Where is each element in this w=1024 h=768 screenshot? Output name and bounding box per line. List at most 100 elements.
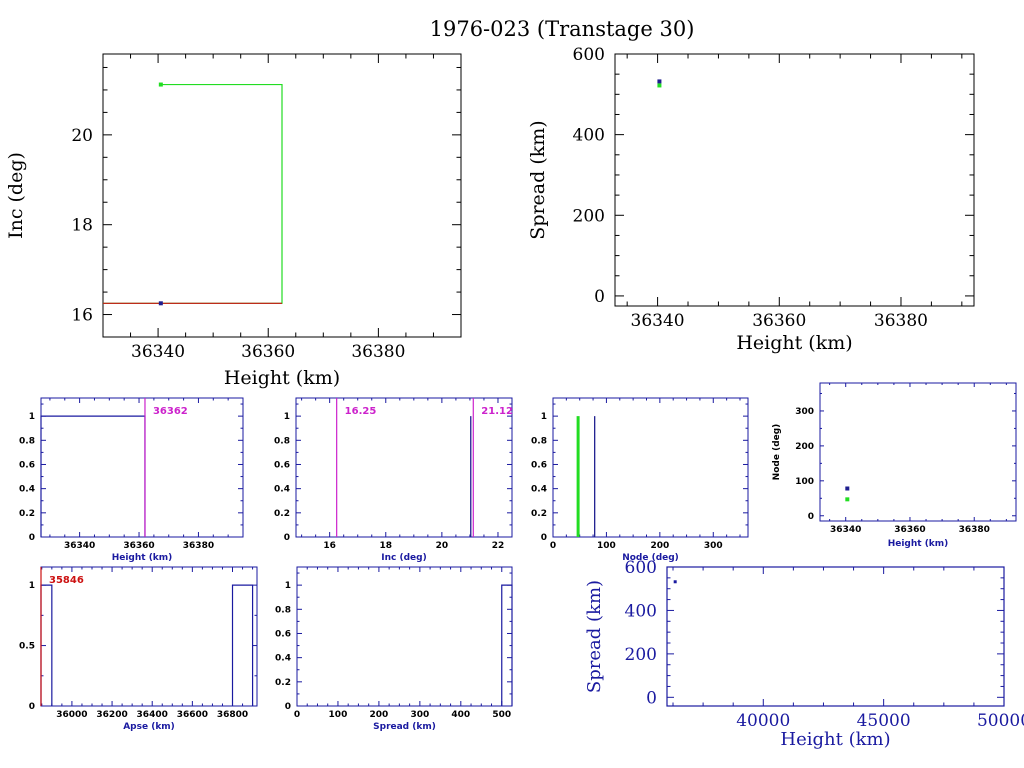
node_hist-frame: [552, 397, 749, 538]
spread_vs_height_wide-ytick-label: 600: [625, 558, 657, 578]
apse_hist-xtick-label: 36400: [137, 710, 168, 720]
node_hist-ytick-label: 0: [541, 533, 547, 543]
height_hist-xtick-label: 36360: [123, 541, 154, 551]
spread_vs_height_wide-frame: [666, 566, 1005, 707]
apse_hist-xtick-label: 36800: [217, 710, 248, 720]
node_hist-xtick-label: 0: [550, 541, 556, 551]
apse_hist-xlabel: Apse (km): [123, 722, 175, 732]
node_vs_height-xlabel: Height (km): [888, 539, 949, 549]
spread_vs_height-point-1: [657, 83, 662, 88]
inc_vs_height-ytick-label: 20: [71, 126, 93, 146]
inc_hist-ytick-label: 1: [284, 412, 290, 422]
spread_hist-xtick-label: 500: [492, 710, 511, 720]
inc_vs_height-xtick-label: 36380: [351, 342, 405, 362]
height_hist-xtick-label: 36340: [64, 541, 95, 551]
node_vs_height-xtick-label: 36340: [830, 525, 861, 535]
spread_vs_height-frame: [614, 53, 975, 307]
spread_vs_height-xlabel: Height (km): [736, 332, 852, 354]
spread_vs_height_wide-ytick-label: 0: [646, 688, 657, 708]
spread_hist-bar-0: [501, 584, 513, 706]
inc_hist-xtick-label: 16: [323, 541, 336, 551]
spread_hist-frame: [296, 566, 513, 707]
inc_vs_height-xlabel: Height (km): [224, 367, 340, 389]
node_vs_height-ytick-label: 300: [795, 407, 814, 417]
spread_vs_height-panel: 36340 36360 36380 0 200 400 600 Height (km) Spre…: [527, 45, 975, 354]
node_hist-xtick-label: 100: [597, 541, 616, 551]
spread_vs_height-ytick-label: 200: [573, 206, 605, 226]
spread_vs_height_wide-ytick-label: 400: [625, 601, 657, 621]
node_hist-xlabel: Node (deg): [622, 553, 679, 563]
node_vs_height-ytick-label: 100: [795, 477, 814, 487]
spread_hist-xlabel: Spread (km): [373, 722, 436, 732]
inc_hist-xtick-label: 18: [380, 541, 393, 551]
apse_hist-xtick-label: 36200: [96, 710, 127, 720]
node_hist-xtick-label: 200: [650, 541, 669, 551]
node_hist-ytick-label: 0.8: [531, 436, 547, 446]
node_vs_height-frame: [819, 382, 1017, 522]
apse_hist-ytick-label: 0: [29, 702, 35, 712]
inc_vs_height-xtick-label: 36340: [131, 342, 185, 362]
node_vs_height-panel: 36340 36360 36380 0 100 200 300 Height (km) Node…: [772, 382, 1017, 549]
height_hist-annotation-label-0: 36362: [153, 406, 188, 417]
inc_hist-ytick-label: 0: [284, 533, 290, 543]
inc_hist-xtick-label: 20: [436, 541, 449, 551]
inc_vs_height-point-0: [158, 82, 163, 87]
inc_vs_height-ytick-label: 18: [71, 216, 93, 236]
inc_hist-frame: [295, 397, 513, 538]
height_hist-ytick-label: 0.2: [19, 509, 35, 519]
spread_vs_height-ytick-label: 600: [573, 45, 605, 65]
node_hist-panel: 0 100 200 300 0 0.2 0.4 0.6 0.8 1 Node (deg): [531, 397, 749, 563]
spread_vs_height_wide-xtick-label: 45000: [857, 711, 911, 731]
apse_hist-xtick-label: 36600: [177, 710, 208, 720]
spread_vs_height-point-0: [657, 79, 662, 84]
node_vs_height-point-1: [845, 497, 850, 502]
node_hist-ytick-label: 1: [541, 412, 547, 422]
spread_vs_height_wide-ylabel: Spread (km): [584, 580, 605, 693]
plots-group: 36340 36360 36380 16 18 20 Height (km) Inc (deg…: [5, 45, 1024, 750]
height_hist-ytick-label: 0.4: [19, 485, 35, 495]
inc_vs_height-frame: [102, 53, 462, 338]
apse_hist-xtick-label: 36000: [56, 710, 87, 720]
node_vs_height-xtick-label: 36380: [959, 525, 990, 535]
height_hist-ytick-label: 0: [29, 533, 35, 543]
spread_vs_height-ytick-label: 0: [594, 287, 605, 307]
spread_hist-xtick-label: 400: [451, 710, 470, 720]
inc_vs_height-panel: 36340 36360 36380 16 18 20 Height (km) Inc (deg…: [5, 53, 462, 389]
spread_hist-xtick-label: 100: [329, 710, 348, 720]
inc_hist-ytick-label: 0.8: [274, 436, 290, 446]
spread_vs_height_wide-point-0: [673, 580, 677, 584]
height_hist-panel: 36340 36360 36380 0 0.2 0.4 0.6 0.8 1 Height (km)…: [19, 397, 244, 563]
node_hist-ytick-label: 0.4: [531, 485, 547, 495]
apse_hist-bar-1: [231, 584, 254, 706]
height_hist-ytick-label: 0.6: [19, 460, 35, 470]
inc_vs_height-point-1: [158, 301, 163, 306]
spread_vs_height-ytick-label: 400: [573, 126, 605, 146]
node_hist-xtick-label: 300: [704, 541, 723, 551]
spread_vs_height-xtick-label: 36380: [874, 311, 928, 331]
height_hist-ytick-label: 0.8: [19, 436, 35, 446]
spread_vs_height-xtick-label: 36340: [631, 311, 685, 331]
inc_vs_height-xtick-label: 36360: [241, 342, 295, 362]
spread_hist-ytick-label: 0.4: [275, 654, 291, 664]
apse_hist-annotation-label-0: 35846: [49, 575, 84, 586]
inc_vs_height-ytick-label: 16: [71, 306, 93, 326]
node_hist-ytick-label: 0.6: [531, 460, 547, 470]
spread_vs_height_wide-xtick-label: 40000: [736, 711, 790, 731]
apse_hist-ytick-label: 1: [29, 581, 35, 591]
height_hist-xtick-label: 36380: [183, 541, 214, 551]
spread_vs_height-ylabel: Spread (km): [527, 120, 549, 239]
node_vs_height-ylabel: Node (deg): [772, 424, 782, 481]
height_hist-xlabel: Height (km): [112, 553, 173, 563]
inc_hist-annotation-label-1: 21.12: [481, 406, 513, 417]
height_hist-ytick-label: 1: [29, 412, 35, 422]
inc_hist-ytick-label: 0.6: [274, 460, 290, 470]
spread_hist-xtick-label: 300: [410, 710, 429, 720]
inc_vs_height-series-green: [103, 83, 283, 304]
spread_hist-ytick-label: 0.6: [275, 629, 291, 639]
apse_hist-panel: 36000 36200 36400 36600 36800 0 0.5 1 Apse (km) 3…: [19, 566, 258, 732]
height_hist-frame: [40, 397, 244, 538]
spread_hist-ytick-label: 0: [285, 702, 291, 712]
